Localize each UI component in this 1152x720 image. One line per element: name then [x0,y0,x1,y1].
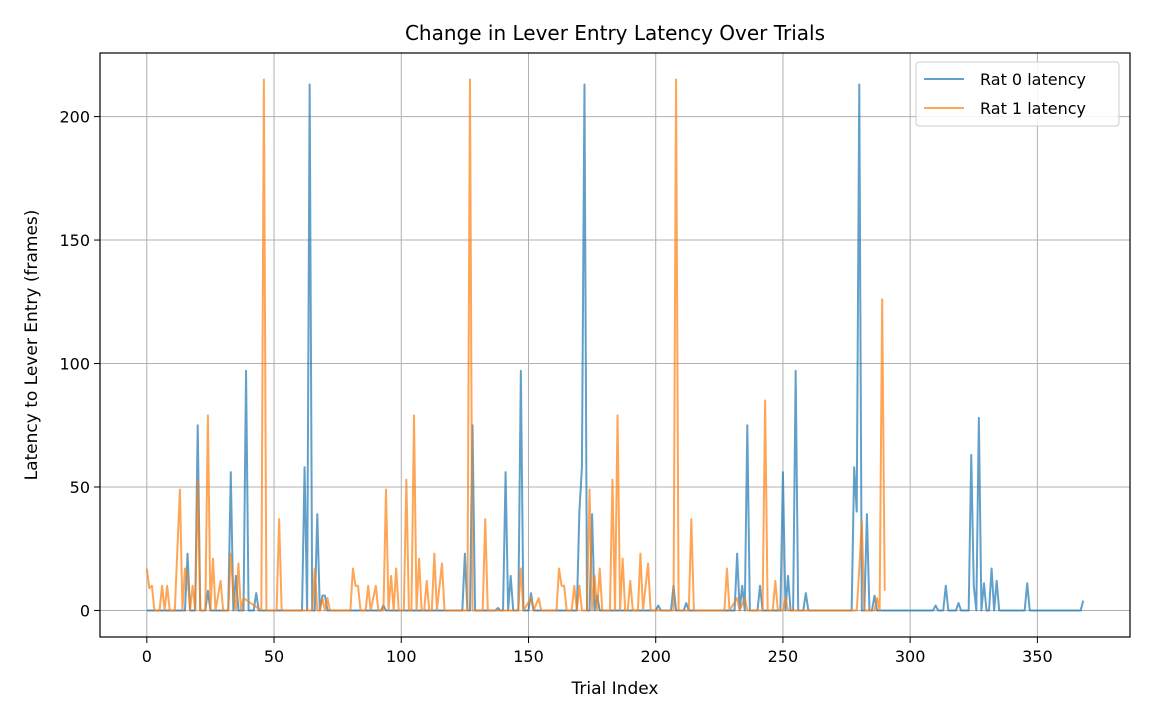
y-tick-label: 150 [59,231,90,250]
y-tick-label: 0 [80,601,90,620]
x-tick-label: 100 [386,647,417,666]
y-tick-label: 200 [59,108,90,127]
y-axis-label: Latency to Lever Entry (frames) [22,210,42,481]
ticks: 0 50 100 150 200 250 300 350 0 50 100 150 200 [59,108,1052,666]
axes-frame [99,52,1131,638]
legend-label-1: Rat 1 latency [980,99,1086,118]
x-tick-label: 350 [1022,647,1053,666]
chart-title: Change in Lever Entry Latency Over Trial… [405,21,825,45]
x-tick-label: 150 [513,647,544,666]
x-tick-label: 250 [768,647,799,666]
y-tick-label: 100 [59,355,90,374]
series-lines [145,78,1085,612]
x-axis-label: Trial Index [571,679,659,699]
x-tick-label: 300 [895,647,926,666]
legend-box [915,61,1120,127]
x-tick-label: 200 [640,647,671,666]
x-tick-label: 50 [264,647,284,666]
series-line-0 [146,83,1085,612]
legend-label-0: Rat 0 latency [980,70,1086,89]
x-tick-label: 0 [142,647,152,666]
y-tick-label: 50 [70,478,90,497]
legend: Rat 0 latency Rat 1 latency [915,61,1120,127]
series-line-1 [145,78,886,612]
